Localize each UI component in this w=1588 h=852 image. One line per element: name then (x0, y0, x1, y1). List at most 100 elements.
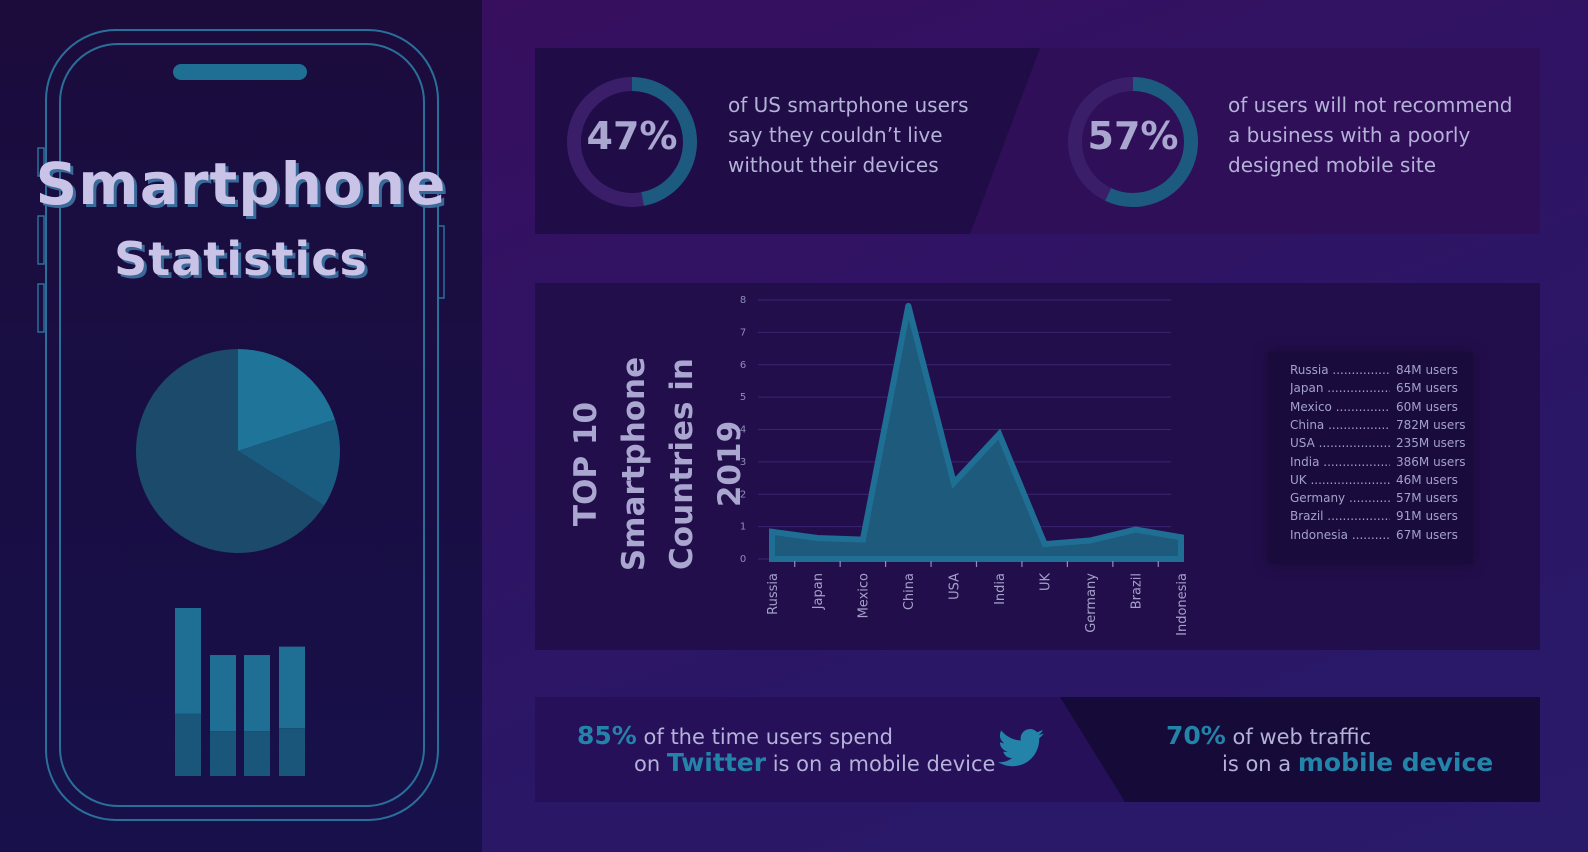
legend-value: 57M users (1396, 491, 1458, 506)
stat1-percent: 47% (586, 114, 678, 158)
y-tick-label: 5 (740, 392, 746, 403)
stat1-text: of US smartphone users say they couldn’t… (728, 90, 988, 180)
x-tick-label: China (902, 573, 917, 610)
data-point-russia (769, 528, 775, 535)
data-point-brazil (1132, 526, 1139, 533)
donut-57 (1068, 77, 1198, 207)
x-tick-label: USA (948, 573, 963, 600)
legend-country: USA ....................................… (1290, 436, 1390, 451)
data-point-usa (950, 479, 957, 486)
twitter-text1: of the time users spend (643, 725, 893, 749)
web-traffic-text2: is on a (1222, 752, 1292, 776)
web-traffic-text1: of web traffic (1232, 725, 1372, 749)
data-point-uk (1041, 541, 1048, 548)
twitter-name: Twitter (666, 748, 767, 777)
phone-pie-slice (238, 349, 336, 451)
y-tick-label: 3 (740, 457, 746, 468)
legend-value: 65M users (1396, 381, 1458, 396)
phone-bar (210, 655, 236, 732)
y-tick-label: 4 (740, 425, 746, 436)
card-slant (970, 48, 1540, 234)
stat2-line2: a business with a poorly (1228, 123, 1471, 147)
twitter-on: on (634, 752, 661, 776)
chart-title-wrap: TOP 10 Smartphone Countries in 2019 (562, 314, 748, 614)
phone-illustration (37, 29, 445, 821)
legend-value: 84M users (1396, 363, 1458, 377)
phone-pie-slice (136, 349, 325, 553)
data-point-indonesia (1178, 534, 1184, 541)
legend-entry: USA ....................................… (1290, 436, 1470, 454)
legend-country: India ..................................… (1290, 454, 1390, 469)
legend-value: 67M users (1396, 527, 1458, 542)
phone-bar-chart (175, 608, 305, 776)
twitter-stat-line2: on Twitter is on a mobile device (634, 749, 995, 778)
phone-bar-base (244, 731, 270, 776)
phone-outline-inner (59, 43, 425, 807)
stat2-percent: 57% (1087, 114, 1179, 158)
legend-value: 46M users (1396, 472, 1458, 487)
bottom-card (535, 697, 1540, 802)
legend-country: UK .....................................… (1290, 472, 1390, 487)
x-tick-label: Russia (766, 573, 781, 615)
legend-entry: Indonesia ..............................… (1290, 528, 1470, 546)
x-tick-label: UK (1038, 573, 1053, 592)
stat1-line1: of US smartphone users (728, 93, 969, 117)
y-tick-label: 0 (740, 554, 746, 565)
stat2-line3: designed mobile site (1228, 153, 1437, 177)
data-point-germany (1087, 537, 1094, 544)
phone-outline-outer (45, 29, 439, 821)
legend-value: 386M users (1396, 454, 1466, 469)
legend-entry: UK .....................................… (1290, 473, 1470, 491)
phone-panel: Smartphone Statistics (0, 0, 482, 852)
legend-value: 782M users (1396, 417, 1466, 432)
legend-entry: Russia .................................… (1290, 363, 1470, 381)
legend-country: Indonesia ..............................… (1290, 527, 1390, 542)
x-tick-label: Germany (1084, 573, 1099, 633)
legend-value: 60M users (1396, 399, 1458, 414)
phone-side-button (37, 215, 45, 265)
phone-speaker (173, 64, 307, 80)
data-point-india (996, 431, 1003, 438)
page-title-line2: Statistics (114, 232, 368, 286)
chart-title: TOP 10 Smartphone Countries in 2019 (568, 356, 748, 572)
web-traffic-stat-line2: is on a mobile device (1222, 749, 1493, 778)
legend-entry: Japan ..................................… (1290, 381, 1470, 399)
legend-entry: Brazil .................................… (1290, 509, 1470, 527)
data-point-japan (814, 534, 821, 541)
legend-entry: Germany ................................… (1290, 491, 1470, 509)
phone-side-button (37, 147, 45, 177)
twitter-percent: 85% (577, 721, 637, 750)
legend-entry: Mexico .................................… (1290, 400, 1470, 418)
stat1-line2: say they couldn’t live (728, 123, 943, 147)
data-point-mexico (859, 536, 866, 543)
phone-side-button (37, 283, 45, 333)
card-slant (1060, 697, 1540, 802)
phone-bar-base (210, 731, 236, 776)
donut-47 (567, 77, 697, 207)
data-point-china (905, 302, 912, 309)
legend-entry: India ..................................… (1290, 455, 1470, 473)
phone-pie-chart (136, 349, 340, 553)
phone-bar (279, 646, 305, 729)
donut-47-arc (567, 77, 697, 207)
web-traffic-stat: 70% of web traffic (1166, 722, 1371, 751)
y-tick-label: 2 (740, 489, 746, 500)
twitter-text2: is on a mobile device (772, 752, 996, 776)
web-traffic-percent: 70% (1166, 721, 1226, 750)
x-tick-label: Brazil (1129, 573, 1144, 609)
legend-country: Brazil .................................… (1290, 509, 1390, 524)
y-tick-label: 1 (740, 522, 746, 533)
phone-bar (244, 655, 270, 732)
y-tick-label: 6 (740, 360, 746, 371)
phone-bar (175, 608, 201, 714)
stat2-line1: of users will not recommend (1228, 93, 1513, 117)
legend-country: China ..................................… (1290, 417, 1390, 432)
area-chart: 0 1 2 3 4 5 6 7 8 Russia Japan Mexico China USA India U… (740, 295, 1190, 636)
legend-entry: China ..................................… (1290, 418, 1470, 436)
legend-country: Germany ................................… (1290, 491, 1390, 506)
y-tick-label: 8 (740, 295, 746, 306)
phone-bar-base (279, 728, 305, 776)
twitter-stat: 85% of the time users spend (577, 722, 893, 751)
legend-value: 235M users (1396, 436, 1466, 451)
area-series (769, 305, 1184, 562)
